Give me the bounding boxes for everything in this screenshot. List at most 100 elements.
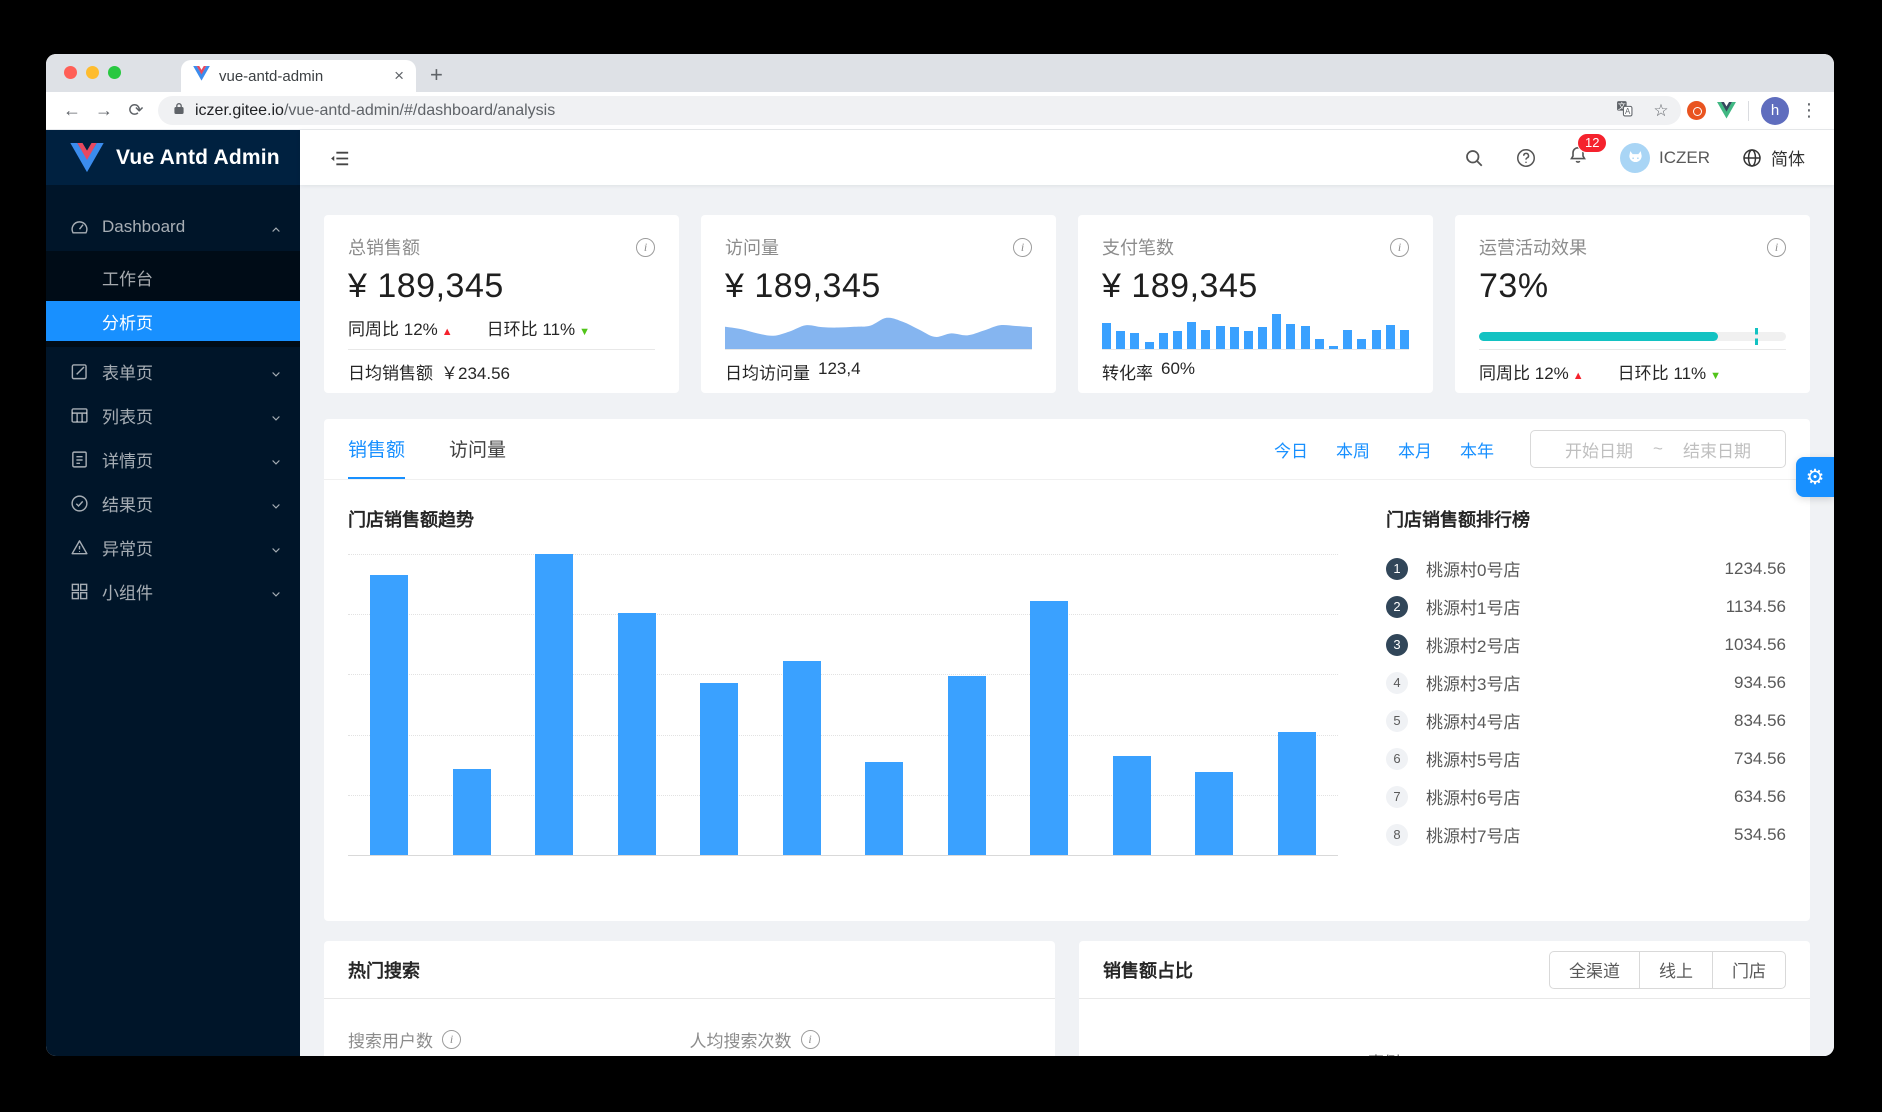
footer-value: 60% xyxy=(1161,359,1196,378)
url-path: /vue-antd-admin/#/dashboard/analysis xyxy=(283,101,556,119)
appstore-icon xyxy=(70,582,89,601)
search-icon[interactable] xyxy=(1464,148,1484,168)
bookmark-star-icon[interactable]: ☆ xyxy=(1653,100,1669,120)
sidebar-item-列表页[interactable]: 列表页 xyxy=(46,395,300,435)
date-range-picker[interactable]: 开始日期 ~ 结束日期 xyxy=(1530,430,1786,468)
address-bar[interactable]: iczer.gitee.io/vue-antd-admin/#/dashboar… xyxy=(158,96,1681,125)
settings-gear-button[interactable]: ⚙ xyxy=(1796,457,1834,497)
mini-bar xyxy=(1371,329,1381,349)
close-window-button[interactable] xyxy=(64,66,77,79)
mini-bar xyxy=(1314,338,1324,349)
browser-window: vue-antd-admin × + ← → ⟳ iczer.gitee.io/… xyxy=(46,54,1834,1056)
sidebar-item-小组件[interactable]: 小组件 xyxy=(46,571,300,611)
extension-orange-icon[interactable] xyxy=(1681,101,1711,120)
app-title: Vue Antd Admin xyxy=(116,145,280,169)
info-icon[interactable]: i xyxy=(636,237,655,257)
mini-bar xyxy=(1399,329,1409,349)
extension-vue-devtools-icon[interactable] xyxy=(1711,102,1741,119)
gridline xyxy=(348,554,1338,555)
language-switcher[interactable]: 简体 xyxy=(1742,145,1805,170)
zoom-window-button[interactable] xyxy=(108,66,121,79)
footer-value: 123,4 xyxy=(818,359,861,378)
channel-button-门店[interactable]: 门店 xyxy=(1712,950,1786,989)
back-button[interactable]: ← xyxy=(63,100,81,120)
start-date-placeholder: 开始日期 xyxy=(1565,441,1634,461)
browser-toolbar: ← → ⟳ iczer.gitee.io/vue-antd-admin/#/da… xyxy=(46,92,1834,130)
stat-cards-row: 总销售额 i ¥ 189,345 同周比 12% ▲ 日环比 11% ▼ 日均销售额 ￥… xyxy=(324,215,1810,393)
channel-button-线上[interactable]: 线上 xyxy=(1639,950,1713,989)
ranking-row: 6 桃源村5号店 734.56 xyxy=(1386,746,1786,771)
rank-badge: 1 xyxy=(1386,557,1408,580)
footer-value: ￥234.56 xyxy=(441,364,510,383)
mini-bar xyxy=(1201,329,1211,349)
sidebar-item-Dashboard[interactable]: Dashboard xyxy=(46,207,300,247)
trend-bar xyxy=(865,761,904,855)
sidebar-item-label: 工作台 xyxy=(102,269,153,289)
tab-close-icon[interactable]: × xyxy=(394,66,404,85)
info-icon[interactable]: i xyxy=(1013,237,1032,257)
browser-profile-avatar[interactable]: h xyxy=(1761,96,1789,125)
ranking-row: 2 桃源村1号店 1134.56 xyxy=(1386,594,1786,619)
mini-bar xyxy=(1286,323,1296,349)
browser-menu-icon[interactable]: ⋮ xyxy=(1800,100,1818,120)
warning-icon xyxy=(70,538,89,557)
language-label: 简体 xyxy=(1771,150,1805,169)
new-tab-button[interactable]: + xyxy=(430,62,443,87)
store-sales-value: 534.56 xyxy=(1734,824,1786,844)
favicon-vue-icon xyxy=(193,66,210,86)
channel-button-全渠道[interactable]: 全渠道 xyxy=(1549,950,1640,989)
info-icon[interactable]: i xyxy=(1767,237,1786,257)
browser-tab[interactable]: vue-antd-admin × xyxy=(181,60,416,92)
menu-fold-icon[interactable] xyxy=(329,148,349,168)
sidebar-item-结果页[interactable]: 结果页 xyxy=(46,483,300,523)
trend-bar xyxy=(782,660,821,855)
notifications-button[interactable]: 12 xyxy=(1568,133,1608,170)
mini-bar xyxy=(1229,327,1239,349)
sidebar-item-详情页[interactable]: 详情页 xyxy=(46,439,300,479)
card-value: 73% xyxy=(1479,267,1549,305)
help-icon[interactable] xyxy=(1516,148,1536,168)
rank-badge: 3 xyxy=(1386,633,1408,656)
app-logo[interactable]: Vue Antd Admin xyxy=(46,130,300,185)
tab-销售额[interactable]: 销售额 xyxy=(348,419,406,479)
sidebar-item-表单页[interactable]: 表单页 xyxy=(46,351,300,391)
sidebar-item-异常页[interactable]: 异常页 xyxy=(46,527,300,567)
sidebar-item-分析页[interactable]: 分析页 xyxy=(46,301,300,341)
sales-tab-bar: 销售额 访问量 今日 本周 本月 本年 开始日期 ~ 结束日期 xyxy=(324,419,1810,480)
dashboard-submenu: 工作台分析页 xyxy=(46,251,300,347)
quick-link-本年[interactable]: 本年 xyxy=(1460,441,1494,461)
sidebar-item-label: 异常页 xyxy=(102,539,153,559)
tab-访问量[interactable]: 访问量 xyxy=(449,439,507,461)
globe-icon xyxy=(1742,148,1762,168)
store-name: 桃源村2号店 xyxy=(1426,637,1521,656)
rank-badge: 7 xyxy=(1386,785,1408,808)
quick-link-本周[interactable]: 本周 xyxy=(1336,441,1370,461)
mini-bar xyxy=(1272,314,1282,349)
store-sales-value: 634.56 xyxy=(1734,786,1786,806)
trend-bar xyxy=(1112,755,1151,855)
info-icon[interactable]: i xyxy=(800,1030,820,1049)
ranking-title: 门店销售额排行榜 xyxy=(1386,510,1530,530)
user-menu[interactable]: ICZER xyxy=(1620,142,1710,173)
card-title: 支付笔数 xyxy=(1102,238,1174,258)
quick-link-今日[interactable]: 今日 xyxy=(1274,441,1308,461)
sidebar-item-工作台[interactable]: 工作台 xyxy=(46,257,300,297)
progress-target-marker xyxy=(1755,328,1759,345)
info-icon[interactable]: i xyxy=(1390,237,1409,257)
rank-badge: 6 xyxy=(1386,747,1408,770)
dashboard-icon xyxy=(70,218,89,237)
quick-link-本月[interactable]: 本月 xyxy=(1398,441,1432,461)
mini-bar xyxy=(1172,330,1182,349)
range-separator: ~ xyxy=(1653,439,1663,458)
reload-button[interactable]: ⟳ xyxy=(128,100,144,120)
gridline xyxy=(348,734,1338,736)
mini-bar xyxy=(1343,329,1353,349)
minimize-window-button[interactable] xyxy=(86,66,99,79)
sales-tabs: 销售额 访问量 xyxy=(348,419,506,479)
info-icon[interactable]: i xyxy=(442,1030,461,1049)
forward-button[interactable]: → xyxy=(95,100,113,120)
store-sales-trend-section: 门店销售额趋势 xyxy=(348,506,1338,860)
mini-bar xyxy=(1329,345,1338,349)
